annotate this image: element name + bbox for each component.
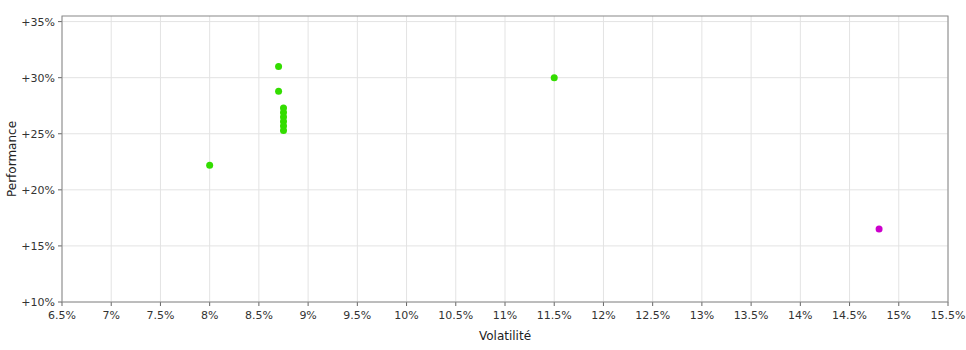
y-tick xyxy=(58,245,62,246)
x-grid-line xyxy=(849,16,850,302)
x-grid-line xyxy=(357,16,358,302)
x-tick-label: 12% xyxy=(591,309,615,322)
x-grid-line xyxy=(701,16,702,302)
y-tick-label: +25% xyxy=(21,128,55,141)
x-grid-line xyxy=(800,16,801,302)
x-tick xyxy=(357,302,358,306)
x-tick-label: 6.5% xyxy=(48,309,76,322)
y-tick-label: +30% xyxy=(21,72,55,85)
x-tick-label: 8.5% xyxy=(245,309,273,322)
marks xyxy=(206,63,882,233)
x-tick-label: 15% xyxy=(887,309,911,322)
x-grid-line xyxy=(160,16,161,302)
y-tick xyxy=(58,189,62,190)
y-grid-line xyxy=(62,133,948,134)
axes: 6.5% 7% 7.5% 8% 8.5% 9% 9.5% 10% 10.5% 11% 11.5% 12… xyxy=(21,16,965,322)
x-grid-line xyxy=(898,16,899,302)
point xyxy=(206,162,213,169)
x-tick-label: 13% xyxy=(690,309,714,322)
x-tick xyxy=(160,302,161,306)
point xyxy=(280,127,287,134)
x-grid-line xyxy=(406,16,407,302)
x-tick-label: 9% xyxy=(299,309,316,322)
y-grid-line xyxy=(62,189,948,190)
x-tick xyxy=(800,302,801,306)
x-axis-label: Volatilité xyxy=(479,329,531,343)
x-grid-line xyxy=(652,16,653,302)
x-tick-label: 13.5% xyxy=(734,309,769,322)
x-tick-label: 12.5% xyxy=(635,309,670,322)
x-tick xyxy=(455,302,456,306)
x-tick xyxy=(258,302,259,306)
x-tick xyxy=(652,302,653,306)
y-tick xyxy=(58,21,62,22)
x-tick xyxy=(209,302,210,306)
x-tick xyxy=(948,302,949,306)
x-grid-line xyxy=(554,16,555,302)
x-grid-line xyxy=(308,16,309,302)
point xyxy=(275,63,282,70)
y-tick-label: +35% xyxy=(21,16,55,29)
x-grid-line xyxy=(455,16,456,302)
x-tick-label: 10.5% xyxy=(438,309,473,322)
y-grid-line xyxy=(62,21,948,22)
x-tick xyxy=(111,302,112,306)
x-tick xyxy=(701,302,702,306)
y-tick xyxy=(58,302,62,303)
x-grid-line xyxy=(505,16,506,302)
x-tick xyxy=(505,302,506,306)
x-tick xyxy=(849,302,850,306)
x-grid-line xyxy=(111,16,112,302)
y-grid-line xyxy=(62,77,948,78)
x-grid-line xyxy=(751,16,752,302)
x-tick xyxy=(751,302,752,306)
grid xyxy=(62,16,948,302)
x-tick-label: 11.5% xyxy=(537,309,572,322)
point xyxy=(876,226,883,233)
point xyxy=(275,88,282,95)
point xyxy=(551,74,558,81)
x-tick-label: 14.5% xyxy=(832,309,867,322)
x-grid-line xyxy=(258,16,259,302)
x-tick-label: 9.5% xyxy=(343,309,371,322)
x-tick xyxy=(898,302,899,306)
chart: 6.5% 7% 7.5% 8% 8.5% 9% 9.5% 10% 10.5% 11% 11.5% 12… xyxy=(0,0,966,350)
x-tick-label: 11% xyxy=(493,309,517,322)
plot-area xyxy=(62,16,948,302)
x-tick-label: 14% xyxy=(788,309,812,322)
y-grid-line xyxy=(62,245,948,246)
x-tick xyxy=(308,302,309,306)
y-tick xyxy=(58,77,62,78)
x-tick xyxy=(603,302,604,306)
x-tick xyxy=(406,302,407,306)
x-tick xyxy=(554,302,555,306)
x-tick-label: 10% xyxy=(394,309,418,322)
plot-frame xyxy=(62,16,948,302)
x-tick xyxy=(62,302,63,306)
x-grid-line xyxy=(603,16,604,302)
y-tick-label: +15% xyxy=(21,240,55,253)
x-tick-label: 7% xyxy=(102,309,119,322)
y-tick xyxy=(58,133,62,134)
series xyxy=(206,63,558,169)
y-tick-label: +10% xyxy=(21,296,55,309)
x-tick-label: 7.5% xyxy=(146,309,174,322)
y-tick-label: +20% xyxy=(21,184,55,197)
x-tick-label: 8% xyxy=(201,309,218,322)
y-axis-label: Performance xyxy=(5,121,19,197)
series xyxy=(876,226,883,233)
x-grid-line xyxy=(209,16,210,302)
x-tick-label: 15.5% xyxy=(931,309,966,322)
